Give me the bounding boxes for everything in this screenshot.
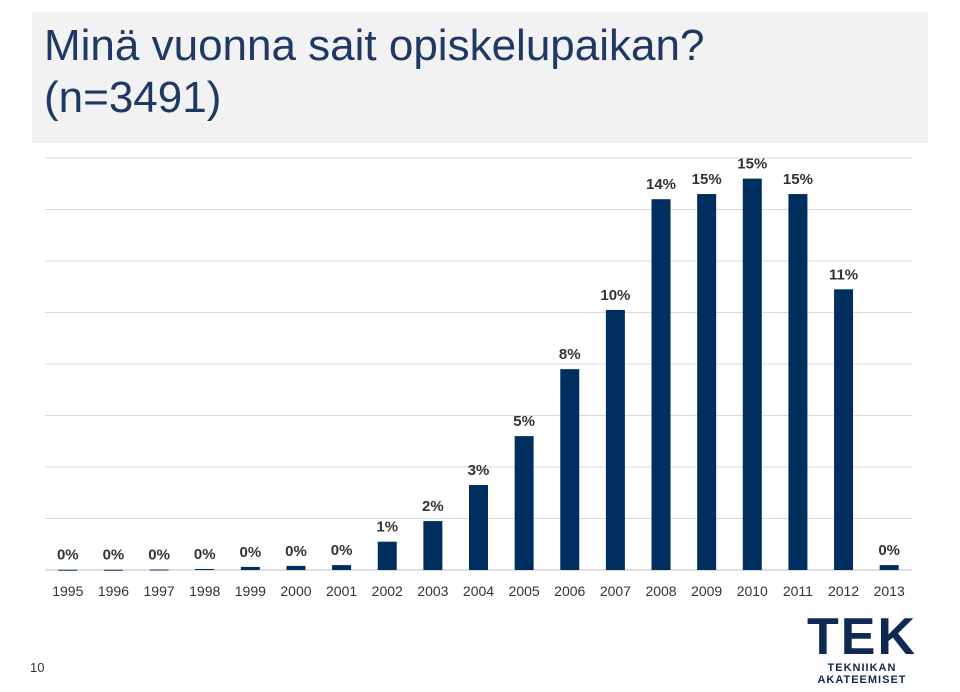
x-tick-label: 2004	[463, 583, 494, 599]
x-tick-label: 2009	[691, 583, 722, 599]
x-tick-label: 2003	[417, 583, 448, 599]
x-tick-label: 1998	[189, 583, 220, 599]
bar	[834, 289, 854, 570]
value-label: 15%	[737, 156, 767, 173]
bar	[560, 369, 580, 570]
value-label: 1%	[376, 519, 398, 536]
value-label: 11%	[829, 266, 858, 283]
x-tick-label: 1999	[235, 583, 266, 599]
bar	[879, 565, 899, 570]
x-tick-label: 2002	[372, 583, 403, 599]
value-label: 15%	[692, 171, 722, 188]
value-label: 0%	[57, 547, 79, 564]
bar	[469, 485, 488, 570]
bar	[286, 565, 306, 570]
x-tick-label: 2005	[509, 583, 540, 599]
x-tick-label: 2006	[554, 583, 585, 599]
x-tick-label: 2008	[645, 583, 676, 599]
bar	[240, 566, 260, 570]
bar	[103, 569, 123, 571]
x-tick-label: 2010	[737, 583, 768, 599]
x-tick-label: 2011	[783, 583, 813, 599]
logo: TEK TEKNIIKAN AKATEEMISET	[786, 608, 938, 686]
bar	[514, 436, 534, 570]
bar	[742, 178, 762, 570]
value-label: 3%	[468, 462, 490, 479]
value-label: 8%	[559, 346, 581, 363]
value-label: 0%	[239, 544, 261, 561]
value-label: 5%	[513, 413, 535, 430]
bar	[377, 541, 397, 570]
x-tick-label: 2013	[874, 583, 905, 599]
logo-name: TEK	[807, 608, 917, 666]
value-label: 0%	[285, 543, 307, 560]
value-label: 15%	[783, 171, 813, 188]
value-label: 0%	[194, 546, 216, 563]
bar	[423, 521, 443, 570]
value-label: 0%	[148, 546, 170, 563]
value-label: 10%	[600, 287, 630, 304]
bar	[332, 565, 352, 570]
value-label: 0%	[103, 547, 125, 564]
bar	[58, 569, 78, 571]
x-tick-label: 1995	[52, 583, 83, 599]
x-tick-label: 2007	[600, 583, 631, 599]
page-number: 10	[30, 660, 45, 675]
bar	[149, 569, 169, 571]
value-label: 2%	[422, 498, 444, 515]
chart-title: Minä vuonna sait opiskelupaikan? (n=3491…	[44, 21, 705, 122]
title-box: Minä vuonna sait opiskelupaikan? (n=3491…	[32, 12, 928, 143]
x-tick-label: 2000	[280, 583, 311, 599]
bar	[651, 199, 671, 570]
bar	[697, 194, 717, 571]
x-tick-label: 1996	[98, 583, 129, 599]
x-tick-label: 2012	[828, 583, 859, 599]
value-label: 0%	[331, 542, 353, 559]
logo-tagline: TEKNIIKAN AKATEEMISET	[817, 662, 907, 686]
x-tick-label: 1997	[144, 583, 175, 599]
bar	[195, 568, 215, 570]
value-label: 14%	[646, 176, 676, 193]
bar	[605, 309, 625, 570]
value-label: 0%	[878, 542, 900, 559]
bar	[788, 194, 808, 571]
x-tick-label: 2001	[326, 583, 357, 599]
